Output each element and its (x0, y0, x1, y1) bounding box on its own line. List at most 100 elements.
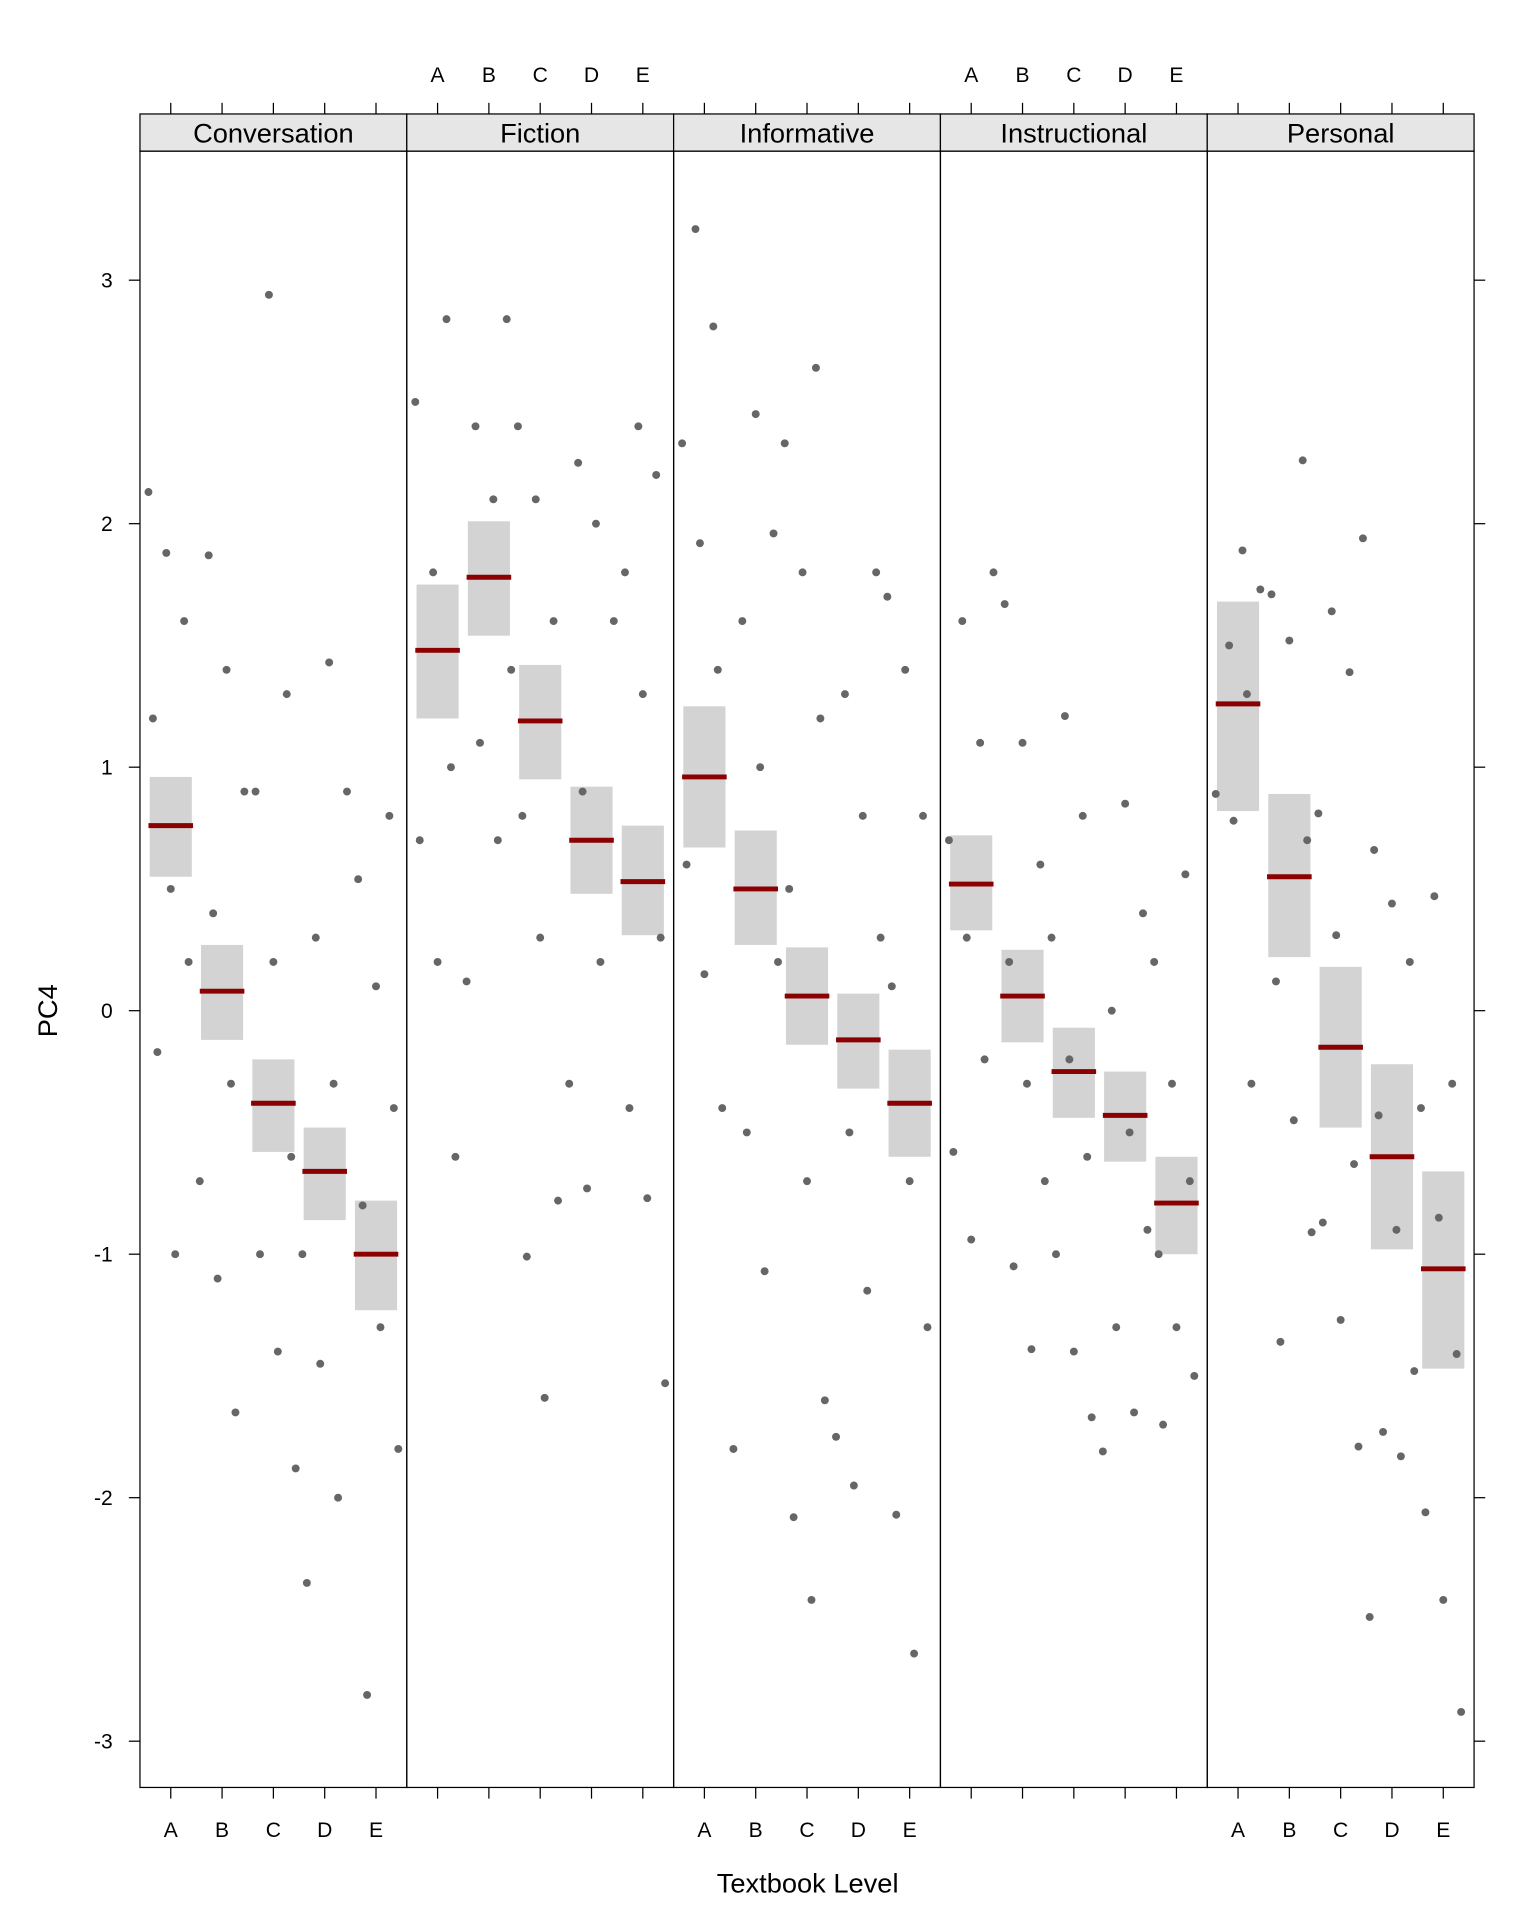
point (1303, 836, 1312, 845)
point (1267, 590, 1276, 599)
x-tick-label: C (799, 1819, 814, 1842)
point (1374, 1111, 1383, 1120)
point (1154, 1250, 1163, 1259)
point (1370, 846, 1379, 854)
y-tick-label: -2 (94, 1487, 113, 1510)
point (411, 397, 420, 406)
point (1172, 1323, 1181, 1332)
point (1289, 1116, 1298, 1125)
point (502, 315, 511, 324)
point (415, 836, 424, 845)
point (892, 1510, 901, 1519)
point (1130, 1408, 1139, 1417)
point (858, 811, 867, 820)
point (1354, 1442, 1363, 1451)
point (1052, 1250, 1060, 1259)
point (1143, 1225, 1152, 1234)
point (531, 495, 540, 504)
point (625, 1104, 634, 1113)
point (316, 1359, 325, 1368)
point (1332, 931, 1341, 940)
point (989, 568, 998, 577)
point (976, 738, 985, 747)
point (1005, 958, 1014, 966)
x-tick-label: A (431, 64, 445, 87)
point (1285, 636, 1294, 645)
panel-frame (1206, 150, 1475, 1789)
x-tick-label: B (482, 64, 496, 87)
point (820, 1396, 829, 1405)
point (1430, 892, 1439, 901)
point (269, 958, 278, 966)
point (713, 665, 722, 674)
x-tick-label: E (1169, 64, 1183, 87)
point (1434, 1213, 1443, 1222)
point (476, 738, 484, 747)
x-tick-label: C (1066, 64, 1081, 87)
point (682, 860, 691, 869)
point (354, 875, 363, 884)
point (774, 958, 782, 966)
x-tick-label: D (1384, 1819, 1399, 1842)
x-tick-label: B (749, 1819, 763, 1842)
point (251, 787, 260, 796)
panel-title: Fiction (500, 117, 580, 148)
point (1069, 1347, 1078, 1356)
point (1112, 1323, 1121, 1332)
point (1448, 1079, 1457, 1088)
point (522, 1252, 531, 1261)
point (1185, 1177, 1194, 1186)
strip (672, 113, 942, 152)
panel-title: Conversation (193, 117, 354, 148)
point (863, 1286, 872, 1295)
point (638, 690, 647, 699)
y-tick-label: 0 (101, 1000, 113, 1023)
point (1452, 1350, 1461, 1358)
point (180, 617, 189, 626)
point (222, 665, 231, 674)
point (596, 958, 605, 966)
point (1417, 1104, 1425, 1113)
point (389, 1104, 398, 1113)
point (609, 617, 618, 626)
x-tick-label: C (533, 64, 548, 87)
point (287, 1152, 296, 1161)
point (446, 763, 455, 772)
point (803, 1177, 811, 1186)
point (442, 315, 451, 324)
point (980, 1055, 989, 1064)
point (958, 617, 967, 626)
point (691, 225, 700, 234)
point (363, 1690, 372, 1699)
point (513, 422, 522, 431)
point (1181, 870, 1190, 879)
point (166, 884, 175, 893)
point (489, 495, 498, 504)
point (962, 933, 971, 942)
point (944, 836, 953, 845)
point (1211, 790, 1220, 798)
point (171, 1250, 180, 1259)
point (845, 1128, 854, 1137)
point (661, 1379, 670, 1388)
point (1388, 899, 1396, 908)
point (901, 665, 910, 674)
point (919, 811, 927, 820)
point (751, 410, 760, 419)
point (1225, 641, 1234, 650)
point (1327, 607, 1336, 616)
point (578, 787, 587, 796)
point (536, 933, 545, 942)
point (574, 458, 583, 467)
x-tick-label: B (215, 1819, 229, 1842)
point (621, 568, 629, 577)
point (273, 1347, 282, 1356)
point (240, 787, 249, 796)
point (1065, 1055, 1074, 1064)
point (872, 568, 881, 577)
point (282, 690, 291, 699)
point (1272, 977, 1280, 986)
y-tick-label: 1 (101, 757, 113, 780)
point (554, 1196, 563, 1205)
